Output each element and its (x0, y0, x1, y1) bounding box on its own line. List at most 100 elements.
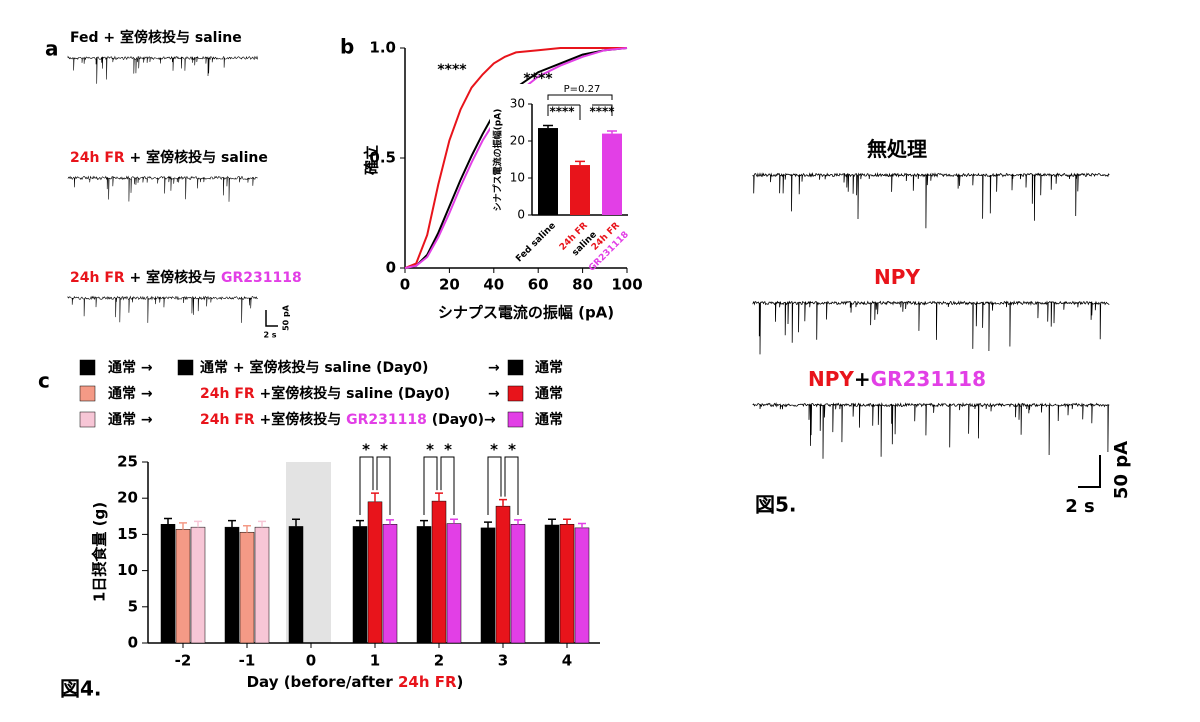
x-axis-label: Day (before/after 24h FR) (247, 673, 464, 691)
y-axis-label: シナプス電流の振幅(pA) (492, 109, 504, 212)
x-tick-label: 60 (528, 276, 549, 294)
error-bar (435, 492, 443, 502)
x-tick-label: 0 (306, 652, 316, 670)
cdf-line (404, 47, 628, 269)
bar (382, 524, 398, 644)
error-bar (514, 519, 522, 525)
figure-label: 図5. (755, 493, 797, 517)
x-tick-label: -1 (239, 652, 256, 670)
label-part: 通常 (535, 359, 563, 376)
error-bar (356, 519, 364, 527)
scale-bar (1078, 455, 1101, 488)
bar (574, 527, 590, 644)
label-part: 24h FR (70, 270, 125, 286)
legend-text: 通常 (535, 385, 563, 402)
trace-label: 無処理 (867, 137, 927, 161)
x-tick-label: 100 (611, 276, 642, 294)
bracket (487, 456, 519, 515)
significance: * (508, 441, 516, 459)
error-bar (450, 518, 458, 524)
panel-label: a (45, 37, 59, 61)
annotation: **** (549, 105, 575, 119)
error-bar (194, 520, 202, 528)
error-bar (258, 520, 266, 528)
bar (570, 165, 590, 215)
y-tick-label: 0 (517, 208, 525, 222)
y-tick-label: 0 (386, 259, 396, 277)
significance: * (426, 441, 434, 459)
current-trace (67, 175, 258, 202)
error-bar (228, 519, 236, 528)
bracket (359, 456, 391, 515)
x-tick-label: -2 (175, 652, 192, 670)
y-tick-label: 15 (117, 525, 138, 543)
label-part: NPY (808, 367, 854, 391)
bar (224, 526, 240, 644)
error-bar (420, 519, 428, 527)
panel-label: b (340, 35, 354, 59)
bar (602, 133, 622, 215)
y-tick-label: 0.5 (369, 149, 396, 167)
x-tick-label: 4 (562, 652, 572, 670)
label-part: 24h FR (70, 150, 125, 166)
error-bar (164, 517, 172, 525)
bracket (547, 94, 613, 120)
trace-label: NPY (874, 265, 920, 289)
label-part: + 室傍核投与 saline (125, 149, 268, 166)
legend-swatch (79, 411, 96, 428)
legend-text: 通常 (535, 359, 563, 376)
error-bar (563, 518, 571, 525)
current-trace (752, 402, 1110, 459)
label-part: → (488, 386, 500, 402)
panel-label: c (38, 369, 50, 393)
label-part: 通常 (535, 385, 563, 402)
y-tick-label: 1.0 (369, 39, 396, 57)
y-tick-label: 5 (128, 597, 138, 615)
error-bar (575, 160, 585, 166)
label-part: GR231118 (871, 367, 986, 391)
bar (367, 501, 383, 644)
label-part: NPY (874, 265, 920, 289)
bracket (423, 456, 455, 515)
legend-swatch (507, 411, 524, 428)
x-tick-label: 20 (439, 276, 460, 294)
bar (416, 526, 432, 644)
y-tick-label: 10 (117, 561, 138, 579)
legend-text: → (488, 386, 500, 402)
bar (446, 523, 462, 644)
significance: * (490, 441, 498, 459)
label-part: 24h FR (200, 386, 255, 402)
y-tick-label: 30 (510, 97, 525, 111)
bar (160, 524, 176, 644)
error-bar (548, 518, 556, 525)
error-bar (179, 522, 187, 530)
bar (480, 527, 496, 644)
label-part: (Day0)→ (427, 412, 496, 428)
label-part: 24h FR (398, 673, 457, 691)
trace-label: NPY+GR231118 (808, 367, 986, 391)
y-tick-label: 20 (117, 489, 138, 507)
legend-text: → (488, 360, 500, 376)
error-bar (292, 518, 300, 527)
legend-text: 通常 (535, 411, 563, 428)
significance: * (444, 441, 452, 459)
cdf-line (404, 47, 628, 269)
x-tick-label: 40 (483, 276, 504, 294)
current-trace (67, 295, 258, 323)
legend-text: 24h FR +室傍核投与 GR231118 (Day0)→ (200, 411, 496, 428)
y-axis-label: 1日摂食量 (g) (91, 502, 109, 602)
significance: * (380, 441, 388, 459)
y-tick-label: 25 (117, 453, 138, 471)
x-tick-label: 1 (370, 652, 380, 670)
bar (239, 531, 255, 644)
legend-swatch (79, 359, 96, 376)
label-part: Day (before/after (247, 673, 398, 691)
x-tick-label: 3 (498, 652, 508, 670)
bar (431, 500, 447, 644)
label-part: GR231118 (221, 270, 302, 286)
bar (510, 524, 526, 644)
label-part: + (854, 367, 871, 391)
label-part: +室傍核投与 saline (Day0) (255, 385, 451, 402)
trace-label: Fed + 室傍核投与 saline (70, 29, 242, 46)
